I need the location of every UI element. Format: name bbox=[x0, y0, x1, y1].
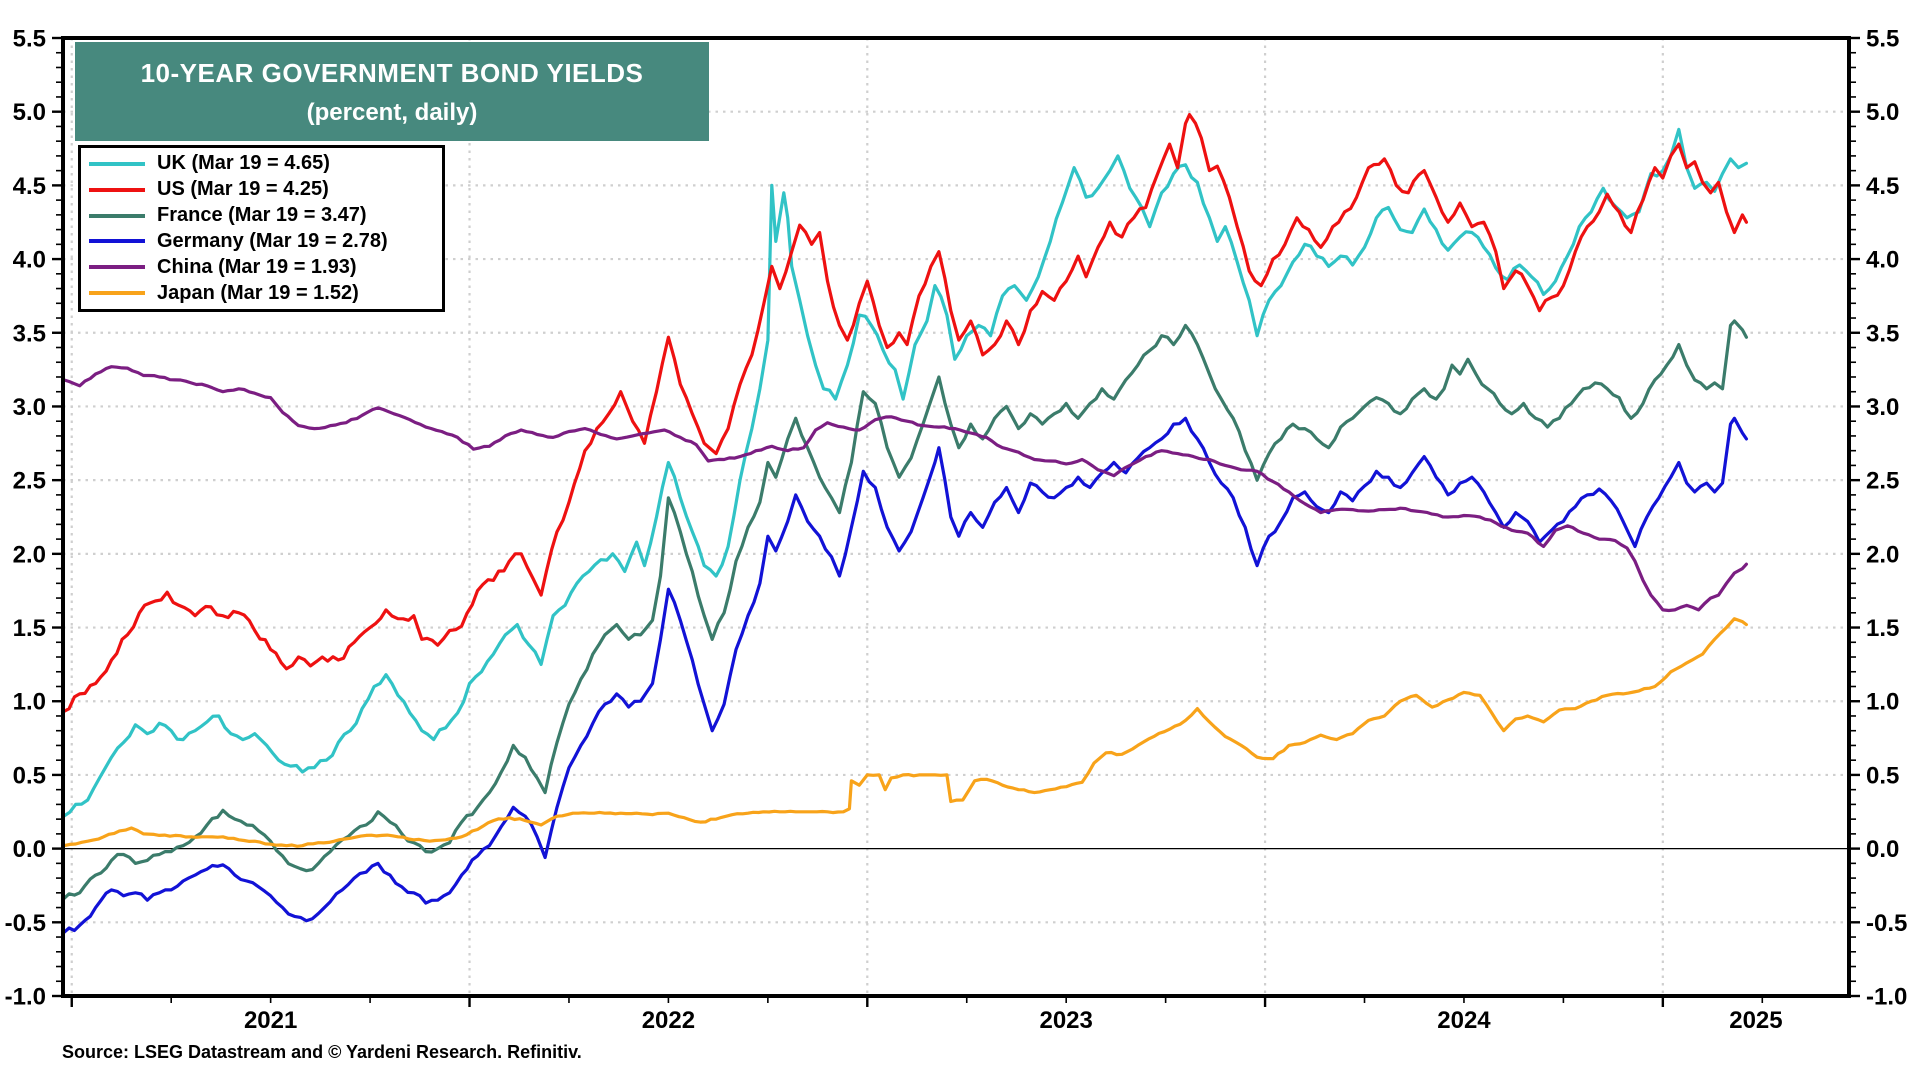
y-tick-label-left: 3.0 bbox=[13, 394, 46, 421]
y-tick-label-left: 2.5 bbox=[13, 468, 46, 495]
y-tick-label-right: 4.0 bbox=[1866, 247, 1899, 274]
legend-item-japan: Japan (Mar 19 = 1.52) bbox=[89, 280, 442, 306]
y-tick-label-right: 0.0 bbox=[1866, 836, 1899, 863]
legend-swatch-japan bbox=[89, 291, 145, 296]
x-tick-label-2023: 2023 bbox=[1039, 1007, 1092, 1034]
legend-swatch-germany bbox=[89, 239, 145, 244]
legend-swatch-china bbox=[89, 265, 145, 270]
x-tick-label-2024: 2024 bbox=[1437, 1007, 1491, 1034]
y-tick-label-right: -0.5 bbox=[1866, 910, 1907, 937]
series-lines bbox=[63, 113, 1748, 935]
y-tick-label-right: 1.0 bbox=[1866, 689, 1899, 716]
legend-label-france: France (Mar 19 = 3.47) bbox=[157, 204, 367, 227]
series-line-china bbox=[63, 365, 1748, 613]
plot-frame bbox=[61, 36, 1851, 998]
y-tick-label-right: -1.0 bbox=[1866, 984, 1907, 1011]
legend-item-china: China (Mar 19 = 1.93) bbox=[89, 254, 442, 280]
x-tick-label-2022: 2022 bbox=[642, 1007, 695, 1034]
legend-item-germany: Germany (Mar 19 = 2.78) bbox=[89, 228, 442, 254]
x-tick-label-2021: 2021 bbox=[244, 1007, 297, 1034]
y-tick-label-right: 3.0 bbox=[1866, 394, 1899, 421]
y-tick-label-right: 4.5 bbox=[1866, 173, 1899, 200]
legend-swatch-uk bbox=[89, 161, 145, 166]
series-line-france bbox=[63, 319, 1748, 901]
legend-label-china: China (Mar 19 = 1.93) bbox=[157, 255, 357, 278]
y-tick-label-left: 5.0 bbox=[13, 99, 46, 126]
y-tick-label-left: -1.0 bbox=[5, 984, 46, 1011]
y-tick-label-left: 4.0 bbox=[13, 247, 46, 274]
y-tick-label-right: 5.0 bbox=[1866, 99, 1899, 126]
y-tick-label-left: 1.0 bbox=[13, 689, 46, 716]
legend-swatch-us bbox=[89, 187, 145, 192]
legend-box: UK (Mar 19 = 4.65) US (Mar 19 = 4.25) Fran… bbox=[78, 145, 445, 312]
y-tick-label-left: 2.0 bbox=[13, 541, 46, 568]
legend-item-france: France (Mar 19 = 3.47) bbox=[89, 203, 442, 229]
y-tick-label-right: 2.0 bbox=[1866, 541, 1899, 568]
series-line-us bbox=[63, 113, 1748, 714]
x-tick-label-2025: 2025 bbox=[1729, 1007, 1782, 1034]
legend-item-us: US (Mar 19 = 4.25) bbox=[89, 177, 442, 203]
legend-swatch-france bbox=[89, 213, 145, 218]
y-tick-label-left: 1.5 bbox=[13, 615, 46, 642]
y-axis-ticks: -1.0 -1.0 -0.5 -0.5 0.0 0.0 0.5 0.5 1.0 1.0 1.5 1.5… bbox=[5, 26, 1908, 1011]
y-tick-label-right: 5.5 bbox=[1866, 26, 1899, 53]
legend-label-germany: Germany (Mar 19 = 2.78) bbox=[157, 229, 388, 252]
series-line-germany bbox=[63, 416, 1748, 935]
y-tick-label-right: 1.5 bbox=[1866, 615, 1899, 642]
series-line-uk bbox=[63, 127, 1748, 818]
legend-label-us: US (Mar 19 = 4.25) bbox=[157, 178, 329, 201]
y-tick-label-left: -0.5 bbox=[5, 910, 46, 937]
source-note: Source: LSEG Datastream and © Yardeni Re… bbox=[62, 1042, 582, 1062]
legend-label-japan: Japan (Mar 19 = 1.52) bbox=[157, 281, 359, 304]
y-tick-label-left: 4.5 bbox=[13, 173, 46, 200]
y-tick-label-left: 3.5 bbox=[13, 320, 46, 347]
chart-title-box: 10-YEAR GOVERNMENT BOND YIELDS (percent,… bbox=[75, 42, 709, 141]
legend-item-uk: UK (Mar 19 = 4.65) bbox=[89, 151, 442, 177]
legend-label-uk: UK (Mar 19 = 4.65) bbox=[157, 152, 330, 175]
y-tick-label-left: 5.5 bbox=[13, 26, 46, 53]
y-tick-label-left: 0.5 bbox=[13, 762, 46, 789]
x-axis-ticks: 2021 2022 2023 2024 2025 bbox=[70, 998, 1783, 1034]
y-tick-label-right: 2.5 bbox=[1866, 468, 1899, 495]
y-tick-label-right: 0.5 bbox=[1866, 762, 1899, 789]
chart-subtitle: (percent, daily) bbox=[306, 98, 478, 126]
series-line-japan bbox=[63, 617, 1748, 848]
chart-title: 10-YEAR GOVERNMENT BOND YIELDS bbox=[140, 57, 644, 88]
y-tick-label-left: 0.0 bbox=[13, 836, 46, 863]
y-tick-label-right: 3.5 bbox=[1866, 320, 1899, 347]
